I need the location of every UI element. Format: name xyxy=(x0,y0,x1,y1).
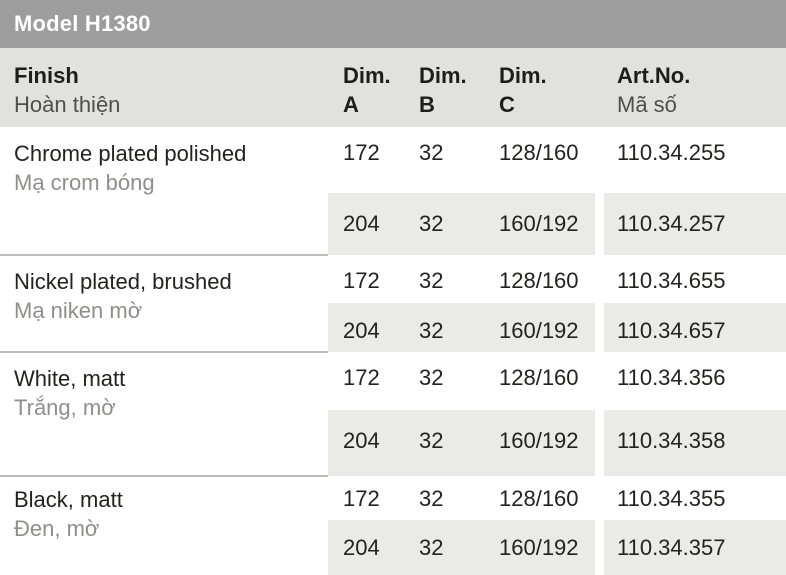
dim-a-value: 172 xyxy=(343,268,380,293)
variant-row: 172 32 128/160 110.34.255 xyxy=(328,127,786,193)
dim-b-value: 32 xyxy=(419,211,444,236)
variant-row: 204 32 160/192 110.34.257 xyxy=(328,193,786,255)
finish-name-en: Chrome plated polished xyxy=(14,141,247,166)
dim-b-value: 32 xyxy=(419,365,444,390)
dim-b-value: 32 xyxy=(419,428,444,453)
dim-a-value: 204 xyxy=(343,535,380,560)
dim-c-value: 160/192 xyxy=(499,428,579,453)
model-title-bar: Model H1380 xyxy=(0,0,786,48)
variant-row: 204 32 160/192 110.34.357 xyxy=(328,520,786,575)
art-no-value: 110.34.356 xyxy=(617,365,726,390)
dim-c-value: 128/160 xyxy=(499,140,579,165)
dim-a-value: 204 xyxy=(343,428,380,453)
art-no-value: 110.34.357 xyxy=(604,520,786,575)
finish-name-en: Nickel plated, brushed xyxy=(14,269,232,294)
dim-a-value: 204 xyxy=(343,318,380,343)
art-no-value: 110.34.655 xyxy=(617,268,726,293)
dim-b-value: 32 xyxy=(419,140,444,165)
column-header-art-no: Art.No. Mã số xyxy=(617,63,691,117)
dim-c-value: 128/160 xyxy=(499,365,579,390)
dim-a-value: 172 xyxy=(343,486,380,511)
finish-cell: Nickel plated, brushed Mạ niken mờ xyxy=(0,255,328,352)
art-no-value: 110.34.358 xyxy=(604,410,786,476)
finish-name-en: Black, matt xyxy=(14,487,123,512)
dim-a-value: 204 xyxy=(343,211,380,236)
art-no-value: 110.34.255 xyxy=(617,140,726,165)
finish-name-en: White, matt xyxy=(14,366,126,391)
variant-row: 172 32 128/160 110.34.655 xyxy=(328,255,786,303)
table-column-header: Finish Hoàn thiện Dim. A Dim. B Dim. C A… xyxy=(0,48,786,127)
dim-b-value: 32 xyxy=(419,318,444,343)
column-header-dim-c: Dim. C xyxy=(499,63,547,117)
variant-row: 172 32 128/160 110.34.356 xyxy=(328,352,786,410)
dim-c-value: 128/160 xyxy=(499,268,579,293)
finish-name-vi: Đen, mờ xyxy=(14,516,100,541)
dim-a-value: 172 xyxy=(343,365,380,390)
art-no-value: 110.34.257 xyxy=(604,193,786,255)
finish-name-vi: Trắng, mờ xyxy=(14,395,116,420)
dim-c-value: 128/160 xyxy=(499,486,579,511)
art-no-value: 110.34.355 xyxy=(617,486,726,511)
dim-c-value: 160/192 xyxy=(499,535,579,560)
variant-row: 204 32 160/192 110.34.657 xyxy=(328,303,786,352)
finish-group-black: Black, matt Đen, mờ 172 32 128/160 110.3… xyxy=(0,476,786,575)
finish-group-nickel: Nickel plated, brushed Mạ niken mờ 172 3… xyxy=(0,255,786,353)
art-no-value: 110.34.657 xyxy=(604,303,786,352)
column-header-dim-a: Dim. A xyxy=(343,63,391,117)
column-header-finish-vi: Hoàn thiện xyxy=(14,92,121,117)
finish-cell: Black, matt Đen, mờ xyxy=(0,476,328,575)
column-header-finish-en: Finish xyxy=(14,63,79,88)
variant-row: 204 32 160/192 110.34.358 xyxy=(328,410,786,476)
column-header-dim-b: Dim. B xyxy=(419,63,467,117)
dim-b-value: 32 xyxy=(419,486,444,511)
finish-group-chrome: Chrome plated polished Mạ crom bóng 172 … xyxy=(0,127,786,256)
finish-cell: Chrome plated polished Mạ crom bóng xyxy=(0,127,328,255)
finish-name-vi: Mạ niken mờ xyxy=(14,298,143,323)
dim-b-value: 32 xyxy=(419,268,444,293)
finish-cell: White, matt Trắng, mờ xyxy=(0,352,328,476)
dim-c-value: 160/192 xyxy=(499,318,579,343)
dim-b-value: 32 xyxy=(419,535,444,560)
column-header-finish: Finish Hoàn thiện xyxy=(0,48,328,127)
model-title: Model H1380 xyxy=(14,11,151,36)
finish-group-white: White, matt Trắng, mờ 172 32 128/160 110… xyxy=(0,352,786,477)
dim-c-value: 160/192 xyxy=(499,211,579,236)
finish-name-vi: Mạ crom bóng xyxy=(14,170,155,195)
dim-a-value: 172 xyxy=(343,140,380,165)
variant-row: 172 32 128/160 110.34.355 xyxy=(328,476,786,520)
